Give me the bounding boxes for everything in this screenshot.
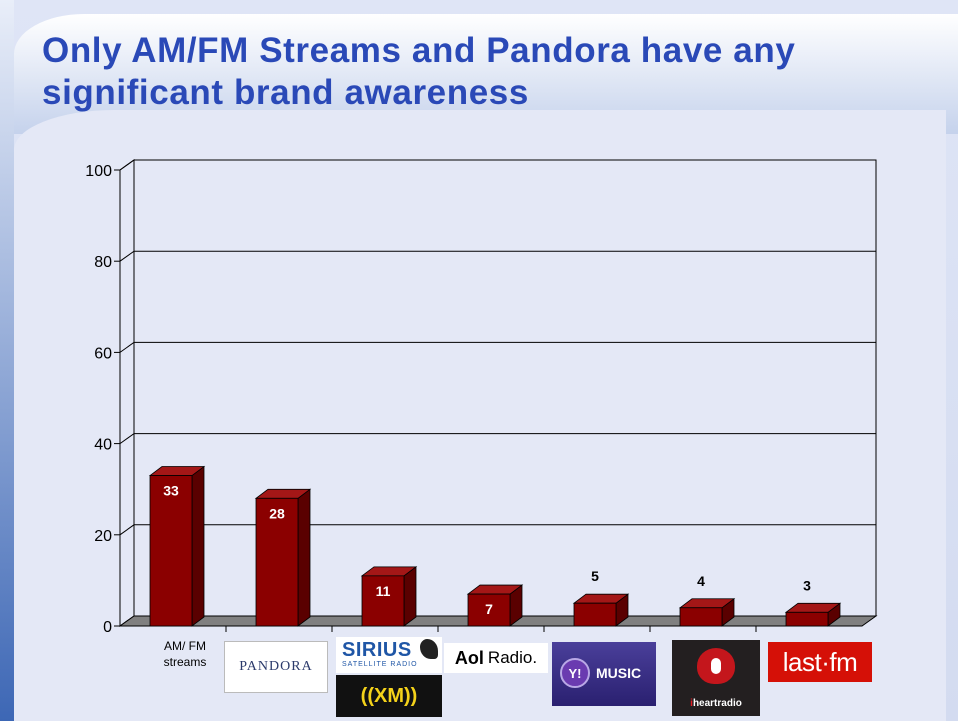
am-fm-line-1: AM/ FM bbox=[164, 639, 206, 653]
bar bbox=[361, 575, 405, 627]
slide-title: Only AM/FM Streams and Pandora have any … bbox=[42, 31, 796, 112]
gridline bbox=[119, 250, 876, 262]
heart-icon-center bbox=[711, 658, 721, 674]
aol-radio-logo: Aol Radio. bbox=[444, 643, 548, 673]
plot-back-wall bbox=[133, 159, 877, 617]
bar bbox=[467, 593, 511, 627]
data-labels-layer: 33 28 11 7 5 4 3 bbox=[163, 483, 811, 618]
yahoo-music-word: MUSIC bbox=[596, 665, 642, 681]
am-fm-line-2: streams bbox=[163, 655, 207, 669]
y-tick-label: 100 bbox=[85, 163, 112, 180]
bar-side bbox=[297, 488, 311, 627]
iheart-rest: heartradio bbox=[692, 698, 742, 709]
gridline bbox=[119, 341, 876, 353]
data-label: 28 bbox=[269, 505, 285, 521]
dog-icon bbox=[420, 639, 438, 659]
bar bbox=[785, 611, 829, 627]
y-tick-label: 80 bbox=[94, 254, 112, 271]
grid-layer bbox=[119, 159, 877, 627]
iheart-i: i bbox=[690, 698, 693, 709]
iheartradio-wordmark: iheartradio bbox=[672, 698, 760, 709]
bar-side bbox=[191, 465, 205, 627]
bar bbox=[573, 602, 617, 627]
data-label: 4 bbox=[697, 573, 705, 589]
yahoo-music-logo: Y! MUSIC bbox=[552, 642, 656, 706]
data-label: 5 bbox=[591, 568, 599, 584]
aol-brand: Aol bbox=[454, 647, 484, 668]
data-label: 3 bbox=[803, 577, 811, 593]
lastfm-word: last·fm bbox=[782, 646, 858, 677]
category-label-am-fm: AM/ FM streams bbox=[150, 638, 220, 670]
yahoo-y-text: Y! bbox=[568, 665, 582, 681]
data-label: 7 bbox=[485, 601, 493, 617]
sirius-subtitle: SATELLITE RADIO bbox=[342, 661, 418, 668]
data-label: 33 bbox=[163, 483, 179, 499]
bar-side bbox=[403, 566, 417, 627]
bar bbox=[149, 475, 193, 627]
sirius-word: SIRIUS bbox=[342, 639, 412, 661]
plot-side-wall bbox=[119, 159, 135, 627]
data-label: 11 bbox=[376, 583, 391, 599]
aol-radio-word: Radio. bbox=[487, 648, 538, 667]
bar bbox=[255, 497, 299, 627]
gridline bbox=[119, 159, 876, 171]
pandora-logo-text: PANDORA bbox=[239, 659, 313, 674]
bars-layer bbox=[148, 465, 842, 627]
sirius-panel: SIRIUS SATELLITE RADIO bbox=[336, 637, 442, 673]
lastfm-logo: last·fm bbox=[768, 642, 872, 682]
iheartradio-logo: iheartradio bbox=[672, 640, 760, 716]
gridline bbox=[119, 524, 876, 536]
xm-word: ((XM)) bbox=[360, 684, 418, 707]
left-accent-bar bbox=[0, 0, 14, 721]
pandora-logo: PANDORA bbox=[224, 641, 328, 693]
sirius-xm-logo: SIRIUS SATELLITE RADIO ((XM)) bbox=[336, 637, 442, 717]
bar bbox=[679, 607, 723, 627]
y-tick-label: 20 bbox=[94, 528, 112, 545]
y-tick-label: 60 bbox=[94, 345, 112, 362]
gridline bbox=[119, 433, 876, 445]
y-tick-label: 0 bbox=[103, 619, 112, 636]
yahoo-y-icon: Y! bbox=[560, 658, 590, 688]
xm-panel: ((XM)) bbox=[336, 675, 442, 717]
y-tick-label: 40 bbox=[94, 437, 112, 454]
